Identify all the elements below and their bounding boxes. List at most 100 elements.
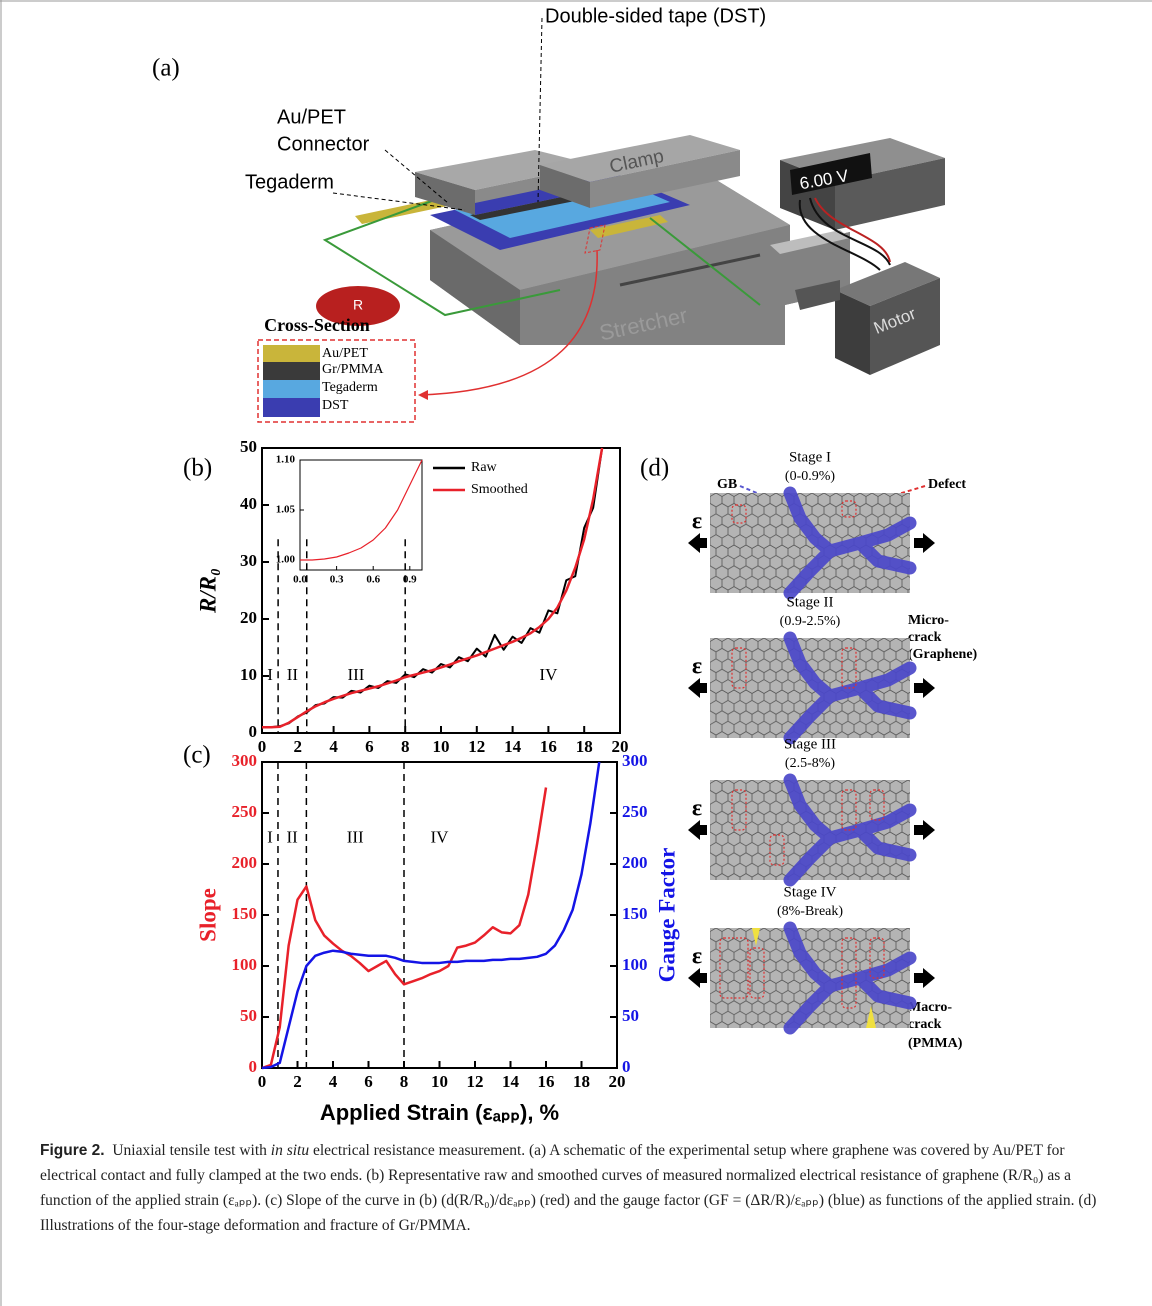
- y-tick-label: 1.00: [276, 554, 296, 566]
- y2-axis-label: Gauge Factor: [654, 848, 679, 983]
- strain-arrow: [914, 968, 935, 988]
- stage-title: Stage I: [789, 449, 831, 465]
- x-tick-label: 20: [612, 737, 629, 756]
- strain-symbol: ε: [692, 796, 702, 822]
- dst-label: Double-sided tape (DST): [545, 5, 766, 27]
- x-tick-label: 18: [576, 737, 593, 756]
- strain-symbol: ε: [692, 509, 702, 535]
- defect-label: Defect: [928, 477, 966, 492]
- x-tick-label: 14: [502, 1072, 520, 1091]
- y-tick-label: 300: [622, 751, 648, 770]
- data-line: [300, 459, 423, 561]
- x-tick-label: 10: [431, 1072, 448, 1091]
- stage-label: I: [267, 665, 273, 684]
- caption-text: electrical resistance measurement. (a) A…: [40, 1142, 1097, 1234]
- crack: [869, 937, 885, 979]
- x-tick-label: 0: [258, 1072, 267, 1091]
- stage-title: Stage III: [784, 736, 836, 752]
- macro-crack: [866, 1006, 876, 1028]
- x-tick-label: 16: [538, 1072, 555, 1091]
- x-tick-label: 14: [504, 737, 522, 756]
- tegaderm-label: Tegaderm: [245, 171, 334, 193]
- y-tick-label: 1.05: [276, 504, 296, 516]
- strain-symbol: ε: [692, 654, 702, 680]
- data-line: [262, 447, 604, 729]
- macro-crack-label: Macro-: [908, 1000, 952, 1015]
- macro-crack-label: crack: [908, 1017, 942, 1032]
- cross-section-title: Cross-Section: [264, 315, 370, 335]
- stage-label: III: [347, 665, 364, 684]
- y-tick-label: 250: [622, 802, 648, 821]
- y-tick-label: 200: [232, 853, 258, 872]
- stage-label: II: [287, 827, 299, 846]
- crack: [749, 947, 765, 999]
- layer-label: Gr/PMMA: [322, 362, 384, 377]
- y-tick-label: 20: [240, 608, 257, 627]
- strain-arrow: [688, 968, 707, 988]
- crack: [841, 500, 857, 518]
- chart: 0 2 4 6 8 10 12 14 16 18 2005010015020025030005010…: [195, 751, 679, 1125]
- caption: Figure 2. Uniaxial tensile test with in …: [40, 1138, 1120, 1238]
- x-tick-label: 0.6: [366, 573, 380, 585]
- y-tick-label: 10: [240, 665, 257, 684]
- strain-symbol: ε: [692, 944, 702, 970]
- y-tick-label: 100: [622, 955, 648, 974]
- stage-range: (0-0.9%): [785, 469, 835, 484]
- strain-arrow: [914, 678, 935, 698]
- x-tick-label: 16: [540, 737, 557, 756]
- stage-range: (0.9-2.5%): [780, 614, 841, 629]
- strain-arrow: [914, 533, 935, 553]
- stage-title: Stage II: [786, 594, 833, 610]
- stage-tile: Stage III (2.5-8%) ε: [688, 736, 935, 880]
- x-tick-label: 2: [294, 737, 303, 756]
- micro-crack-label: (Graphene): [908, 647, 978, 662]
- panel-label: (b): [183, 455, 212, 482]
- y-tick-label: 150: [622, 904, 648, 923]
- x-tick-label: 0.0: [293, 573, 307, 585]
- legend-label: Raw: [471, 460, 498, 475]
- stage-tile: Stage IV (8%-Break) ε: [688, 884, 935, 1028]
- x-tick-label: 8: [401, 737, 410, 756]
- strain-arrow: [914, 820, 935, 840]
- caption-text: Uniaxial tensile test with: [112, 1142, 271, 1159]
- y-tick-label: 30: [240, 551, 257, 570]
- stage-range: (8%-Break): [777, 904, 843, 919]
- caption-label: Figure 2.: [40, 1142, 105, 1159]
- x-tick-label: 6: [365, 737, 374, 756]
- x-tick-label: 0.9: [403, 573, 417, 585]
- y-tick-label: 50: [240, 437, 257, 456]
- strain-arrow: [688, 820, 707, 840]
- plot-frame: [261, 761, 618, 1069]
- x-axis-label: Applied Strain (εₐₚₚ), %: [320, 1100, 559, 1125]
- stage-label: IV: [539, 665, 558, 684]
- macro-crack: [752, 928, 760, 946]
- stage-label: III: [347, 827, 364, 846]
- macro-crack-label: (PMMA): [908, 1036, 963, 1051]
- layer-label: Au/PET: [322, 346, 368, 361]
- x-tick-label: 0.3: [330, 573, 344, 585]
- chart: 0.0 0.3 0.6 0.9 1.00 1.05 1.10: [276, 454, 423, 585]
- x-tick-label: 0: [258, 737, 267, 756]
- y-tick-label: 50: [240, 1006, 257, 1025]
- x-tick-label: 4: [329, 737, 338, 756]
- x-tick-label: 2: [293, 1072, 302, 1091]
- y-tick-label: 1.10: [276, 454, 296, 466]
- data-line: [262, 447, 604, 729]
- crack: [841, 789, 857, 831]
- y-axis-label: R/R₀: [195, 568, 220, 614]
- crack: [731, 647, 747, 689]
- stage-tile: Stage II (0.9-2.5%) ε: [688, 594, 935, 738]
- x-tick-label: 4: [329, 1072, 338, 1091]
- x-tick-label: 12: [468, 737, 485, 756]
- schematic: (a) Clamp R Stretcher: [152, 5, 945, 423]
- resistor-label: R: [353, 297, 363, 313]
- y-tick-label: 100: [232, 955, 258, 974]
- strain-arrow: [688, 533, 707, 553]
- x-tick-label: 10: [433, 737, 450, 756]
- y-tick-label: 0: [249, 722, 258, 741]
- layer-label: Tegaderm: [322, 380, 378, 395]
- crack: [731, 504, 747, 524]
